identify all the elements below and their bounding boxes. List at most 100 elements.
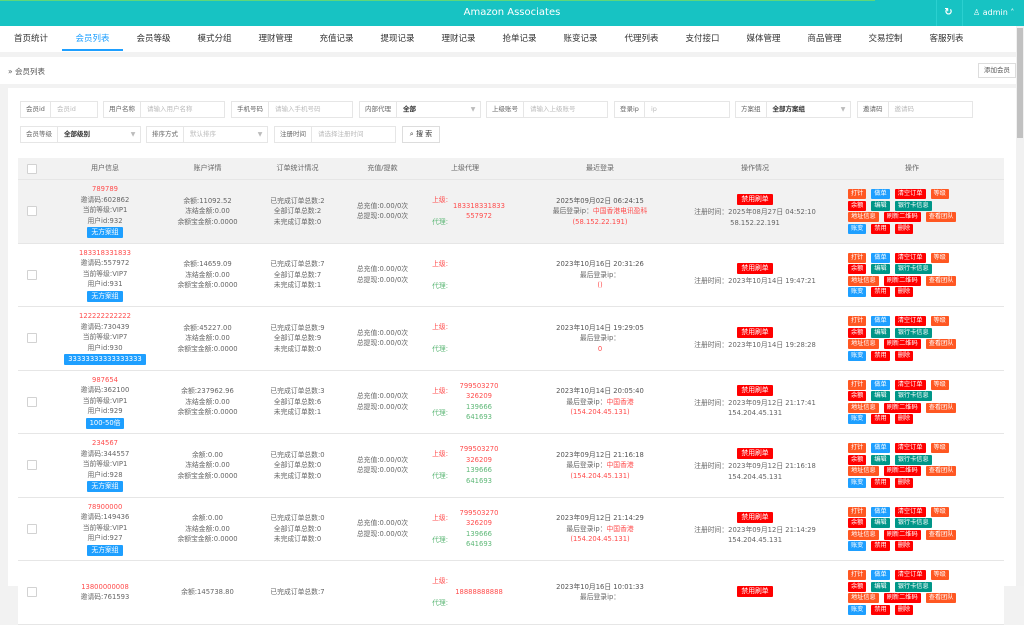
phone-input[interactable]: 请输入手机号码 <box>275 105 321 113</box>
action-button[interactable]: 余额 <box>848 200 867 211</box>
refresh-icon[interactable]: ↻ <box>936 0 960 26</box>
nav-tab[interactable]: 模式分组 <box>197 34 232 44</box>
action-button[interactable]: 删除 <box>894 541 914 551</box>
action-button[interactable]: 地址信息 <box>848 212 879 222</box>
action-button[interactable]: 地址信息 <box>848 339 879 349</box>
action-button[interactable]: 编辑 <box>871 327 890 338</box>
action-button[interactable]: 删除 <box>894 477 914 488</box>
action-button[interactable]: 刷新二维码 <box>883 529 921 540</box>
action-button[interactable]: 做单 <box>871 379 890 390</box>
action-button[interactable]: 打针 <box>848 316 867 326</box>
action-button[interactable]: 打针 <box>848 570 867 580</box>
action-button[interactable]: 删除 <box>894 223 914 234</box>
sort-value[interactable]: 默认排序 <box>190 130 216 138</box>
action-button[interactable]: 地址信息 <box>848 593 879 603</box>
action-button[interactable]: 银行卡信息 <box>894 200 932 211</box>
action-button[interactable]: 账变 <box>848 541 867 551</box>
action-button[interactable]: 银行卡信息 <box>894 327 932 338</box>
action-button[interactable]: 银行卡信息 <box>894 391 932 401</box>
nav-tab[interactable]: 代理列表 <box>624 34 659 44</box>
action-button[interactable]: 打针 <box>848 252 867 263</box>
scrollbar[interactable] <box>1016 26 1024 586</box>
nav-tab[interactable]: 支付接口 <box>685 34 720 44</box>
username-input[interactable]: 请输入用户名称 <box>147 105 193 113</box>
action-button[interactable]: 查看团队 <box>925 593 957 603</box>
action-button[interactable]: 打针 <box>848 443 867 453</box>
action-button[interactable]: 编辑 <box>871 391 890 401</box>
action-button[interactable]: 查看团队 <box>925 339 957 349</box>
nav-tab[interactable]: 账变记录 <box>563 34 598 44</box>
action-button[interactable]: 刷新二维码 <box>883 212 921 222</box>
action-button[interactable]: 等级 <box>930 443 949 453</box>
action-button[interactable]: 编辑 <box>871 264 890 274</box>
user-menu[interactable]: ♙ admin ˄ <box>962 0 1024 26</box>
disable-orders-button[interactable]: 禁用刷单 <box>737 585 773 597</box>
nav-tab[interactable]: 媒体管理 <box>746 34 781 44</box>
action-button[interactable]: 银行卡信息 <box>894 518 932 528</box>
action-button[interactable]: 等级 <box>930 252 949 263</box>
action-button[interactable]: 清空订单 <box>894 316 926 326</box>
action-button[interactable]: 余额 <box>848 264 867 274</box>
action-button[interactable]: 打针 <box>848 506 867 517</box>
action-button[interactable]: 查看团队 <box>925 402 957 413</box>
phone-filter[interactable]: 手机号码 请输入手机号码 <box>231 101 353 118</box>
action-button[interactable]: 余额 <box>848 581 867 592</box>
action-button[interactable]: 账变 <box>848 477 867 488</box>
action-button[interactable]: 查看团队 <box>925 212 957 222</box>
nav-tab[interactable]: 充值记录 <box>319 34 354 44</box>
parent-account-input[interactable]: 请输入上级账号 <box>530 105 576 113</box>
action-button[interactable]: 禁用 <box>871 541 890 551</box>
action-button[interactable]: 打针 <box>848 189 867 199</box>
row-checkbox[interactable] <box>26 587 37 598</box>
action-button[interactable]: 禁用 <box>871 223 890 234</box>
nav-tab[interactable]: 会员列表 <box>62 26 123 52</box>
action-button[interactable]: 编辑 <box>871 454 890 465</box>
row-checkbox[interactable] <box>26 396 37 407</box>
disable-orders-button[interactable]: 禁用刷单 <box>737 263 773 274</box>
action-button[interactable]: 做单 <box>871 506 890 517</box>
action-button[interactable]: 地址信息 <box>848 402 879 413</box>
action-button[interactable]: 刷新二维码 <box>883 339 921 349</box>
member-id-filter[interactable]: 会员id 会员id <box>20 101 98 118</box>
action-button[interactable]: 地址信息 <box>848 529 879 540</box>
action-button[interactable]: 余额 <box>848 391 867 401</box>
invite-code-input[interactable]: 邀请码 <box>894 105 915 113</box>
internal-agent-value[interactable]: 全部 <box>403 105 416 113</box>
action-button[interactable]: 做单 <box>871 252 890 263</box>
action-button[interactable]: 账变 <box>848 223 867 234</box>
disable-orders-button[interactable]: 禁用刷单 <box>737 511 773 523</box>
action-button[interactable]: 账变 <box>848 287 867 297</box>
action-button[interactable]: 做单 <box>871 570 890 580</box>
action-button[interactable]: 银行卡信息 <box>894 264 932 274</box>
action-button[interactable]: 清空订单 <box>894 443 926 453</box>
nav-tab[interactable]: 首页统计 <box>13 34 48 44</box>
nav-tab[interactable]: 理财记录 <box>441 34 476 44</box>
member-id-input[interactable]: 会员id <box>56 105 76 113</box>
action-button[interactable]: 地址信息 <box>848 275 879 286</box>
row-checkbox[interactable] <box>26 206 37 217</box>
search-button[interactable]: ⌕ 搜 索 <box>402 126 440 143</box>
action-button[interactable]: 查看团队 <box>925 529 957 540</box>
invite-code-filter[interactable]: 邀请码 邀请码 <box>857 101 973 118</box>
action-button[interactable]: 等级 <box>930 316 949 326</box>
row-checkbox[interactable] <box>26 460 37 471</box>
action-button[interactable]: 禁用 <box>871 604 890 615</box>
nav-tab[interactable]: 抢单记录 <box>502 34 537 44</box>
internal-agent-select[interactable]: 内部代理 全部 ▼ <box>359 101 481 118</box>
action-button[interactable]: 打针 <box>848 379 867 390</box>
disable-orders-button[interactable]: 禁用刷单 <box>737 326 773 338</box>
row-checkbox[interactable] <box>26 333 37 344</box>
action-button[interactable]: 银行卡信息 <box>894 454 932 465</box>
action-button[interactable]: 刷新二维码 <box>883 275 921 286</box>
action-button[interactable]: 编辑 <box>871 581 890 592</box>
action-button[interactable]: 等级 <box>930 570 949 580</box>
nav-tab[interactable]: 会员等级 <box>136 34 171 44</box>
action-button[interactable]: 等级 <box>930 189 949 199</box>
reg-time-filter[interactable]: 注册时间 请选择注册时间 <box>274 126 396 143</box>
action-button[interactable]: 禁用 <box>871 350 890 361</box>
select-all-checkbox[interactable] <box>26 163 37 174</box>
action-button[interactable]: 删除 <box>894 287 914 297</box>
parent-account-filter[interactable]: 上级账号 请输入上级账号 <box>486 101 608 118</box>
sort-select[interactable]: 排序方式 默认排序 ▼ <box>146 126 268 143</box>
action-button[interactable]: 账变 <box>848 350 867 361</box>
